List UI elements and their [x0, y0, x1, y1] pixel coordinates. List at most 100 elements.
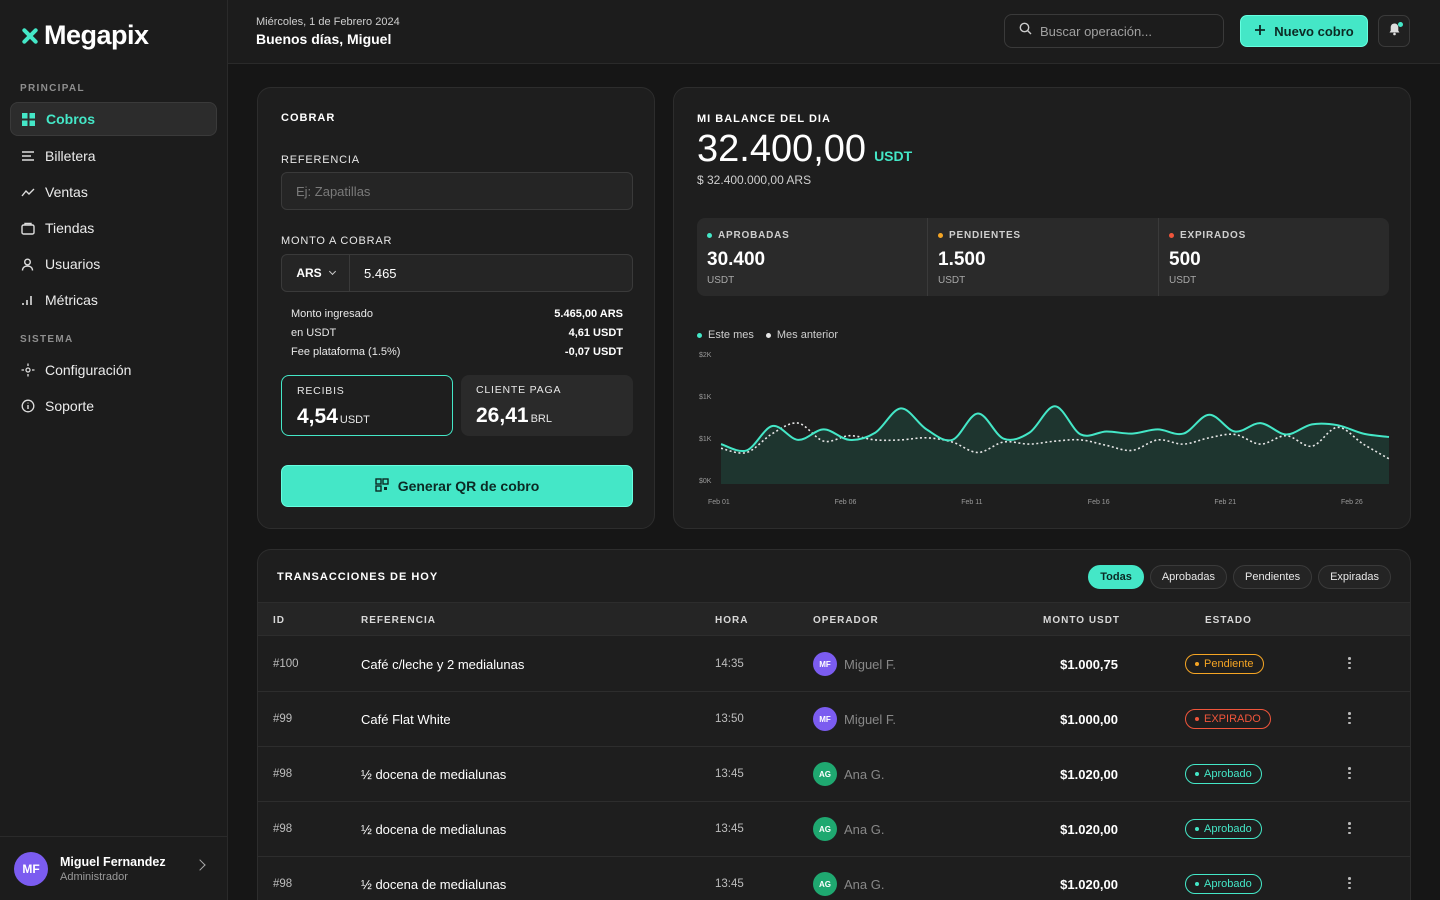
row-amount: $1.020,00	[1060, 877, 1118, 892]
x-tick-label: Feb 06	[835, 499, 857, 506]
sidebar-item-label: Configuración	[45, 362, 132, 378]
sidebar-item-tiendas[interactable]: Tiendas	[10, 211, 217, 245]
status-label: Pendiente	[1204, 658, 1254, 670]
status-label: EXPIRADO	[1204, 713, 1261, 725]
cliente-paga-unit: BRL	[530, 413, 552, 425]
avatar: MF	[14, 851, 48, 886]
column-header[interactable]: HORA	[715, 615, 749, 626]
more-options-icon[interactable]	[1348, 767, 1351, 779]
column-header[interactable]: ID	[273, 615, 285, 626]
row-id: #99	[273, 713, 293, 725]
balance-chart: $2K $1K $1K $0K Feb 01 Feb 06 Feb 11 Feb 16 Feb …	[699, 352, 1390, 506]
filter-expiradas[interactable]: Expiradas	[1318, 565, 1391, 589]
table-row[interactable]: #100 Café c/leche y 2 medialunas 14:35 MF Mi…	[258, 637, 1410, 692]
filter-todas[interactable]: Todas	[1088, 565, 1144, 589]
x-tick-label: Feb 21	[1214, 499, 1236, 506]
more-options-icon[interactable]	[1348, 657, 1351, 669]
stat-aprobadas: APROBADAS 30.400 USDT	[697, 218, 928, 296]
series-area-este-mes	[721, 406, 1389, 484]
cliente-paga-card: CLIENTE PAGA 26,41 BRL	[461, 375, 633, 436]
summary-label: en USDT	[291, 327, 337, 339]
column-header[interactable]: OPERADOR	[813, 615, 879, 626]
current-date: Miércoles, 1 de Febrero 2024	[256, 16, 400, 28]
y-tick-label: $1K	[699, 394, 712, 401]
row-time: 13:45	[715, 768, 744, 780]
stat-expirados: EXPIRADOS 500 USDT	[1159, 218, 1389, 296]
column-header[interactable]: MONTO USDT	[1043, 615, 1121, 626]
row-id: #98	[273, 878, 293, 890]
new-charge-button[interactable]: Nuevo cobro	[1240, 15, 1368, 47]
row-reference: Café c/leche y 2 medialunas	[361, 657, 525, 672]
amount-field[interactable]: ARS 5.465	[281, 254, 633, 292]
transactions-title: TRANSACCIONES DE HOY	[277, 571, 439, 583]
cliente-paga-value: 26,41	[476, 404, 529, 427]
legend-item: Este mes	[697, 329, 754, 341]
row-reference: Café Flat White	[361, 712, 451, 727]
sidebar-item-metricas[interactable]: Métricas	[10, 283, 217, 317]
sidebar-item-ventas[interactable]: Ventas	[10, 175, 217, 209]
plus-icon	[1254, 24, 1266, 39]
series-line-este-mes	[720, 405, 1390, 453]
list-icon	[20, 149, 35, 164]
row-operator: AG Ana G.	[813, 817, 884, 841]
chevron-right-icon[interactable]	[194, 859, 206, 871]
column-header[interactable]: REFERENCIA	[361, 615, 437, 626]
operator-name: Miguel F.	[844, 656, 897, 672]
user-profile[interactable]: MF Miguel Fernandez Administrador	[0, 836, 228, 900]
row-reference: ½ docena de medialunas	[361, 822, 507, 837]
reference-input[interactable]	[281, 172, 633, 210]
more-options-icon[interactable]	[1348, 877, 1351, 889]
logo[interactable]: Megapix	[20, 20, 149, 51]
status-badge: Aprobado	[1185, 764, 1262, 784]
filter-aprobadas[interactable]: Aprobadas	[1149, 565, 1228, 589]
sidebar-item-cobros[interactable]: Cobros	[10, 102, 217, 136]
summary-value: 4,61 USDT	[568, 327, 623, 339]
sidebar-item-soporte[interactable]: Soporte	[10, 389, 217, 423]
sidebar-item-configuracion[interactable]: Configuración	[10, 353, 217, 387]
stat-value: 1.500	[938, 249, 986, 270]
search-input[interactable]	[1040, 23, 1210, 39]
legend-item: Mes anterior	[765, 329, 838, 341]
more-options-icon[interactable]	[1348, 712, 1351, 724]
sidebar-item-usuarios[interactable]: Usuarios	[10, 247, 217, 281]
chart-legend: Este mes Mes anterior	[697, 329, 838, 341]
row-id: #98	[273, 768, 293, 780]
sidebar-item-label: Ventas	[45, 184, 88, 200]
sidebar-item-label: Cobros	[46, 111, 95, 127]
generate-qr-button[interactable]: Generar QR de cobro	[281, 465, 633, 507]
search-box[interactable]	[1004, 14, 1224, 48]
currency-value: ARS	[296, 266, 322, 280]
amount-label: MONTO A COBRAR	[281, 235, 393, 247]
table-row[interactable]: #98 ½ docena de medialunas 13:45 AG Ana G. $1…	[258, 802, 1410, 857]
more-options-icon[interactable]	[1348, 822, 1351, 834]
row-time: 13:50	[715, 713, 744, 725]
row-time: 13:45	[715, 878, 744, 890]
top-bar: Miércoles, 1 de Febrero 2024 Buenos días…	[228, 0, 1440, 64]
sidebar-item-billetera[interactable]: Billetera	[10, 139, 217, 173]
cliente-paga-label: CLIENTE PAGA	[476, 384, 562, 396]
currency-select[interactable]: ARS	[282, 255, 350, 291]
summary-row: en USDT 4,61 USDT	[291, 327, 623, 339]
avatar: AG	[813, 762, 837, 786]
x-tick-label: Feb 01	[708, 499, 730, 506]
column-header[interactable]: ESTADO	[1205, 615, 1252, 626]
sidebar-item-label: Soporte	[45, 398, 95, 414]
y-tick-label: $0K	[699, 478, 712, 485]
brand-name: Megapix	[44, 20, 149, 50]
avatar: AG	[813, 872, 837, 896]
row-id: #100	[273, 658, 299, 670]
trend-icon	[20, 185, 35, 200]
user-name: Miguel Fernandez	[60, 854, 166, 869]
operator-name: Miguel F.	[844, 711, 897, 727]
table-header: ID REFERENCIA HORA OPERADOR MONTO USDT E…	[258, 602, 1410, 636]
row-reference: ½ docena de medialunas	[361, 877, 507, 892]
table-row[interactable]: #98 ½ docena de medialunas 13:45 AG Ana G. $1…	[258, 857, 1410, 900]
amount-input[interactable]: 5.465	[364, 265, 397, 281]
filter-pendientes[interactable]: Pendientes	[1233, 565, 1313, 589]
stat-value: 30.400	[707, 249, 766, 270]
avatar: AG	[813, 817, 837, 841]
table-row[interactable]: #98 ½ docena de medialunas 13:45 AG Ana G. $1…	[258, 747, 1410, 802]
table-row[interactable]: #99 Café Flat White 13:50 MF Miguel F. $1.000…	[258, 692, 1410, 747]
notifications-button[interactable]	[1378, 15, 1410, 47]
